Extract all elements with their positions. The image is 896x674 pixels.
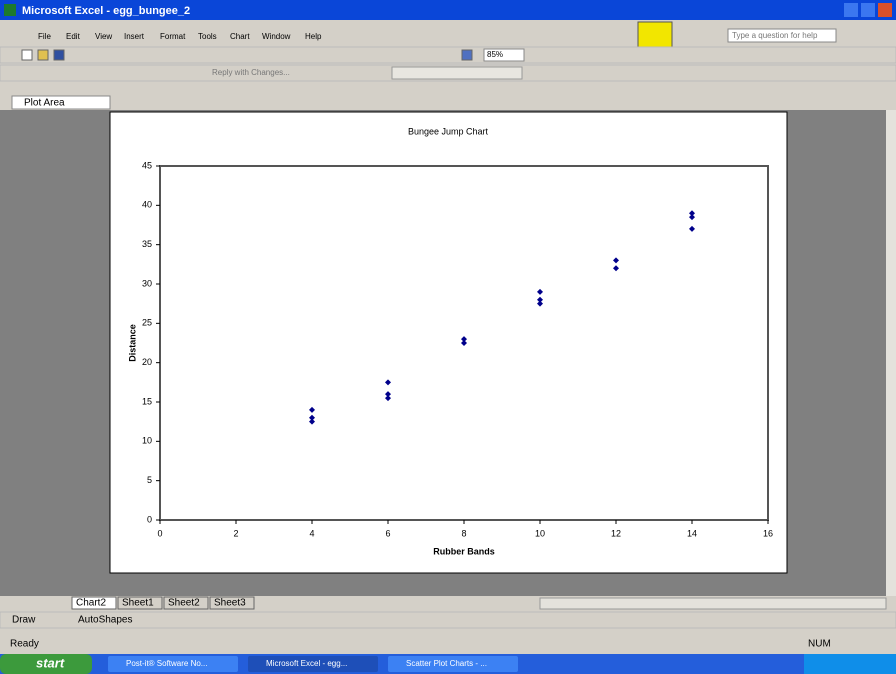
x-tick-label: 14 <box>687 528 697 538</box>
new-icon[interactable] <box>22 50 32 60</box>
help-box-text: Type a question for help <box>732 31 818 40</box>
x-tick-label: 12 <box>611 528 621 538</box>
y-tick-label: 45 <box>142 160 152 170</box>
vertical-scrollbar[interactable] <box>886 110 896 596</box>
y-tick-label: 25 <box>142 318 152 328</box>
y-tick-label: 35 <box>142 239 152 249</box>
x-tick-label: 6 <box>385 528 390 538</box>
y-tick-label: 10 <box>142 436 152 446</box>
x-tick-label: 10 <box>535 528 545 538</box>
menu-item[interactable]: Tools <box>198 32 217 41</box>
y-tick-label: 30 <box>142 278 152 288</box>
minimize-button[interactable] <box>844 3 858 17</box>
zoom: 85% <box>487 50 503 59</box>
x-tick-label: 0 <box>157 528 162 538</box>
drawing-toolbar <box>0 612 896 628</box>
menu-item[interactable]: Help <box>305 32 322 41</box>
y-tick-label: 20 <box>142 357 152 367</box>
x-tick-label: 2 <box>233 528 238 538</box>
draw-menu[interactable]: Draw <box>12 615 36 626</box>
y-tick-label: 15 <box>142 396 152 406</box>
y-tick-label: 5 <box>147 475 152 485</box>
taskbar-button-label: Scatter Plot Charts - ... <box>406 659 487 668</box>
open-icon[interactable] <box>38 50 48 60</box>
sheet-tab-label: Sheet1 <box>122 598 154 609</box>
menu-item[interactable]: Insert <box>124 32 145 41</box>
maximize-button[interactable] <box>861 3 875 17</box>
sheet-tab-label: Chart2 <box>76 598 106 609</box>
x-tick-label: 16 <box>763 528 773 538</box>
system-tray <box>804 654 896 674</box>
page: {"window": {"title": "Microsoft Excel - … <box>0 0 896 674</box>
chart-icon[interactable] <box>462 50 472 60</box>
taskbar-button-label: Post-it® Software No... <box>126 659 207 668</box>
y-tick-label: 0 <box>147 514 152 524</box>
status-right: NUM <box>808 639 831 650</box>
close-button[interactable] <box>878 3 892 17</box>
toolbar-standard <box>0 47 896 63</box>
sheet-tab-label: Sheet2 <box>168 598 200 609</box>
chart-title: Bungee Jump Chart <box>408 126 489 136</box>
y-tick-label: 40 <box>142 200 152 210</box>
reply-with-changes[interactable]: Reply with Changes... <box>212 68 290 77</box>
menu-item[interactable]: View <box>95 32 112 41</box>
start-text: start <box>36 655 65 670</box>
save-icon[interactable] <box>54 50 64 60</box>
x-tick-label: 4 <box>309 528 314 538</box>
chart-area <box>110 112 787 573</box>
autoshapes-menu[interactable]: AutoShapes <box>78 615 133 626</box>
x-tick-label: 8 <box>461 528 466 538</box>
menu-item[interactable]: Edit <box>66 32 81 41</box>
menu-item[interactable]: Window <box>262 32 291 41</box>
app-icon <box>4 4 16 16</box>
sheet-tab-label: Sheet3 <box>214 598 246 609</box>
x-axis-label: Rubber Bands <box>433 546 495 556</box>
font-box[interactable] <box>392 67 522 79</box>
taskbar-button-label: Microsoft Excel - egg... <box>266 659 347 668</box>
name-box-text: Plot Area <box>24 98 65 109</box>
horizontal-scrollbar[interactable] <box>540 598 886 609</box>
menu-item[interactable]: File <box>38 32 51 41</box>
menu-item[interactable]: Chart <box>230 32 250 41</box>
status-left: Ready <box>10 639 39 650</box>
taskbar-buttons: Post-it® Software No... Microsoft Excel -… <box>108 656 518 672</box>
screen: Microsoft Excel - egg_bungee_2 File Edit V… <box>0 0 896 674</box>
y-axis-label: Distance <box>127 324 137 362</box>
window-title: Microsoft Excel - egg_bungee_2 <box>22 5 190 17</box>
menu-item[interactable]: Format <box>160 32 186 41</box>
